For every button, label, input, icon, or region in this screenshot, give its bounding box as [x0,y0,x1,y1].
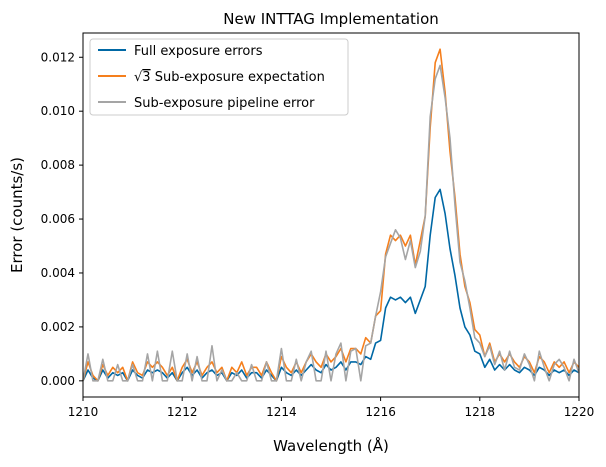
series-layer [82,48,580,382]
sqrt-radicand: 3 [142,70,150,85]
series-line-3-sub-exposure-pipeline-error [82,64,580,382]
legend-box [89,38,349,116]
y-axis: 0.000 0.002 0.004 0.006 0.008 0.010 0.012 [41,50,83,388]
legend-label-full-exposure: Full exposure errors [134,44,263,59]
legend: Full exposure errors √3 Sub-exposure exp… [89,38,349,116]
legend-label-sub-exposure-expectation: √3 Sub-exposure expectation [134,70,325,85]
x-tick-label-1218: 1218 [465,405,496,419]
y-tick-label-0.002: 0.002 [41,320,75,334]
x-tick-label-1216: 1216 [365,405,396,419]
y-tick-label-0.004: 0.004 [41,266,75,280]
legend-label-text: Sub-exposure expectation [151,70,325,85]
chart-title: New INTTAG Implementation [223,10,439,28]
legend-label-pipeline-error: Sub-exposure pipeline error [134,96,315,111]
y-axis-label: Error (counts/s) [8,157,26,273]
plot-frame [82,32,580,398]
x-tick-label-1214: 1214 [266,405,297,419]
x-axis-label: Wavelength (Å) [273,436,389,455]
x-tick-label-1212: 1212 [167,405,198,419]
x-tick-label-1220: 1220 [564,405,595,419]
x-axis: 1210 1212 1214 1216 1218 1220 [68,397,595,419]
x-tick-label-1210: 1210 [68,405,99,419]
y-tick-label-0.008: 0.008 [41,158,75,172]
sqrt-sign: √ [134,70,143,85]
y-tick-label-0.012: 0.012 [41,50,75,64]
y-tick-label-0.010: 0.010 [41,104,75,118]
y-tick-label-0.000: 0.000 [41,374,75,388]
series-line-1-full-exposure-errors [82,188,580,382]
y-tick-label-0.006: 0.006 [41,212,75,226]
